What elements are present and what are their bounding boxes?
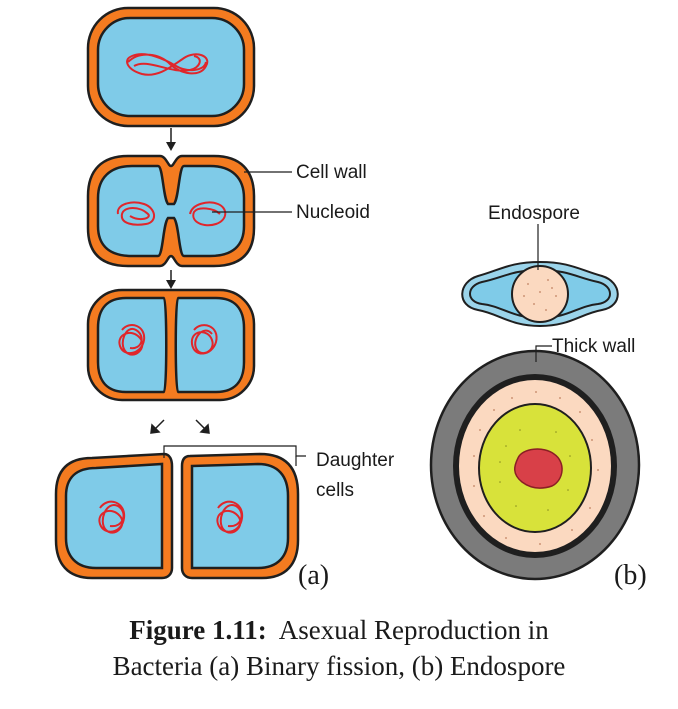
- nucleoid-dna: [126, 53, 209, 76]
- panel-label-a: (a): [298, 560, 329, 591]
- svg-text:Cell wall: Cell wall: [296, 162, 367, 183]
- nucleoid-dna: [216, 500, 244, 534]
- daughter-cell-left: [54, 452, 174, 580]
- cell-stage-2: [86, 154, 256, 268]
- nucleoid-dna: [98, 500, 126, 534]
- label-endospore: Endospore: [488, 203, 580, 270]
- diverging-arrows: [150, 419, 210, 434]
- endospore-structure: [429, 349, 641, 581]
- label-daughter-cells: Daughter cells: [163, 445, 395, 501]
- nucleoid-dna: [118, 324, 218, 356]
- endospore: [511, 265, 569, 323]
- panel-label-b: (b): [614, 560, 647, 591]
- nucleoid-dna: [116, 201, 227, 227]
- daughter-cell-right: [180, 452, 300, 580]
- label-nucleoid: Nucleoid: [212, 202, 370, 223]
- svg-text:cells: cells: [316, 480, 354, 501]
- svg-text:Nucleoid: Nucleoid: [296, 202, 370, 223]
- arrow-down-2: [166, 270, 176, 289]
- svg-text:Thick wall: Thick wall: [552, 336, 635, 357]
- caption-line-1: Figure 1.11: Asexual Reproduction in: [0, 612, 678, 648]
- svg-text:Endospore: Endospore: [488, 203, 580, 224]
- arrow-down-1: [166, 128, 176, 151]
- label-thick-wall: Thick wall: [535, 336, 635, 362]
- label-cell-wall: Cell wall: [244, 162, 367, 183]
- figure-caption: Figure 1.11: Asexual Reproduction in Bac…: [0, 612, 678, 684]
- figure-number: Figure 1.11:: [129, 615, 267, 645]
- caption-text-1: Asexual Reproduction in: [278, 615, 549, 645]
- svg-text:Daughter: Daughter: [316, 450, 395, 471]
- cell-with-endospore: [461, 260, 619, 328]
- cell-stage-1: [86, 6, 256, 128]
- binary-fission-endospore-diagram: Cell wall Nucleoid Daughter cells (a) En…: [54, 6, 647, 591]
- cell-stage-3: [86, 288, 256, 402]
- spore-nucleoid: [514, 448, 563, 489]
- caption-line-2: Bacteria (a) Binary fission, (b) Endospo…: [112, 651, 566, 681]
